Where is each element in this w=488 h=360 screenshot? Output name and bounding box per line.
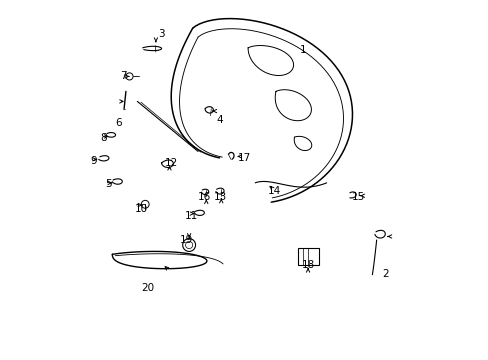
Text: 4: 4 bbox=[217, 115, 223, 125]
Text: 7: 7 bbox=[120, 71, 127, 81]
Bar bbox=[298, 248, 318, 265]
Text: 8: 8 bbox=[100, 133, 106, 143]
Text: 6: 6 bbox=[115, 118, 122, 128]
Text: 20: 20 bbox=[141, 283, 154, 293]
Text: 12: 12 bbox=[164, 158, 178, 168]
Text: 11: 11 bbox=[184, 211, 198, 221]
Text: 10: 10 bbox=[134, 203, 147, 213]
Text: 19: 19 bbox=[180, 235, 193, 245]
Text: 13: 13 bbox=[213, 192, 226, 202]
Text: 16: 16 bbox=[198, 192, 211, 202]
Text: 14: 14 bbox=[268, 186, 281, 197]
Text: 1: 1 bbox=[300, 45, 306, 55]
Text: 18: 18 bbox=[301, 260, 314, 270]
Text: 5: 5 bbox=[105, 179, 112, 189]
Text: 17: 17 bbox=[237, 153, 251, 163]
Text: 3: 3 bbox=[158, 28, 164, 39]
Text: 2: 2 bbox=[382, 269, 388, 279]
Text: 15: 15 bbox=[351, 192, 364, 202]
Text: 9: 9 bbox=[90, 156, 97, 166]
